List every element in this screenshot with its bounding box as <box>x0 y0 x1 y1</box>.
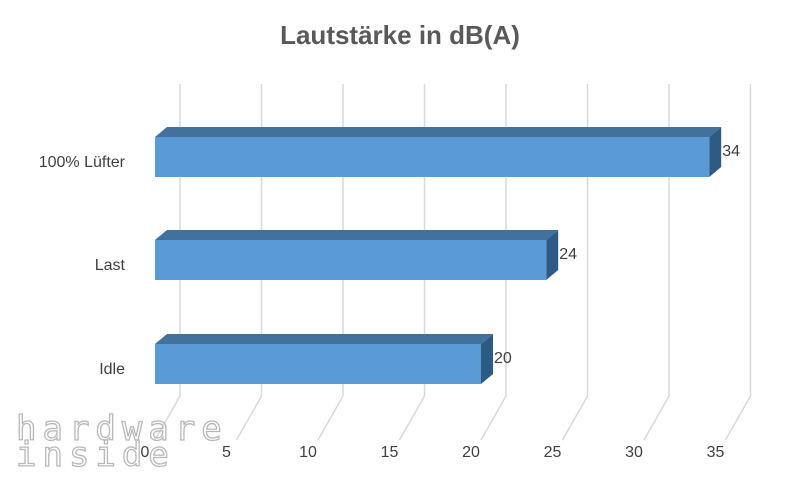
x-tick-label: 25 <box>544 444 562 461</box>
x-tick-label: 5 <box>222 444 231 461</box>
x-tick-label: 10 <box>299 444 317 461</box>
labels: 0 5 10 15 20 25 30 35 100% Lüfter 34 Last 24 Idle 20 <box>39 143 740 461</box>
bars <box>155 127 722 384</box>
gridline-floor <box>317 395 344 441</box>
gridline-floor <box>643 395 670 441</box>
gridline-floor <box>398 395 426 441</box>
x-tick-label: 35 <box>707 444 725 461</box>
watermark-logo: hardware inside <box>15 412 228 468</box>
gridline-floor <box>235 395 263 441</box>
gridline-floor <box>561 395 589 441</box>
gridline-floor <box>480 395 507 441</box>
x-tick-label: 15 <box>381 444 399 461</box>
watermark-line2: inside <box>16 435 175 468</box>
data-label: 34 <box>722 143 740 160</box>
x-tick-label: 20 <box>462 444 480 461</box>
bar-top-face <box>155 334 493 344</box>
bar-top-face <box>155 230 559 240</box>
category-label: Idle <box>99 361 125 378</box>
x-tick-label: 30 <box>625 444 643 461</box>
gridline-floor <box>154 395 181 441</box>
bar-side-face <box>709 127 722 177</box>
data-label: 20 <box>494 350 512 367</box>
data-label: 24 <box>559 246 577 263</box>
category-label: 100% Lüfter <box>39 154 126 171</box>
x-tick-label: 0 <box>141 444 150 461</box>
category-label: Last <box>95 257 126 274</box>
bar-side-face <box>546 230 559 280</box>
bar-side-face <box>481 334 493 384</box>
bar <box>155 344 481 384</box>
gridline-floor <box>724 395 752 441</box>
watermark-line1: hardware <box>16 412 228 449</box>
bar <box>155 240 547 280</box>
chart-title: Lautstärke in dB(A) <box>280 20 520 50</box>
bar <box>155 137 710 177</box>
bar-top-face <box>155 127 722 137</box>
